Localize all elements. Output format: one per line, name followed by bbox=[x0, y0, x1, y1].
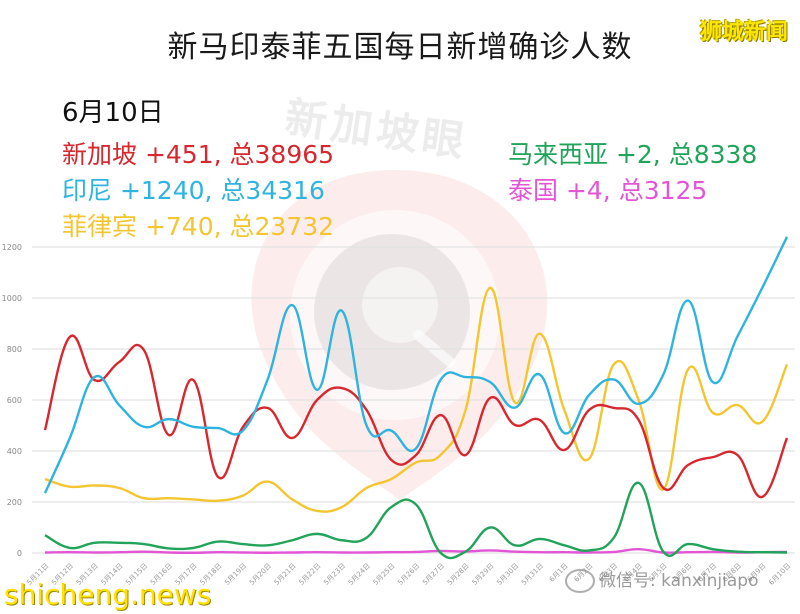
svg-text:800: 800 bbox=[7, 345, 22, 354]
svg-text:5月21日: 5月21日 bbox=[273, 562, 298, 587]
svg-text:5月20日: 5月20日 bbox=[248, 562, 273, 587]
y-axis: 0 200 400 600 800 1000 1200 bbox=[2, 243, 22, 558]
legend-thailand: 泰国 +4, 总3125 bbox=[508, 176, 708, 205]
brand-logo-bottom: shicheng.news bbox=[4, 578, 212, 611]
svg-text:5月31日: 5月31日 bbox=[520, 562, 545, 587]
svg-text:5月27日: 5月27日 bbox=[421, 562, 446, 587]
wechat-id: 微信号: kanxinjiapo bbox=[599, 571, 759, 591]
svg-text:5月29日: 5月29日 bbox=[471, 562, 496, 587]
svg-text:5月25日: 5月25日 bbox=[372, 562, 397, 587]
svg-text:5月22日: 5月22日 bbox=[297, 562, 322, 587]
brand-logo-top: 狮城新闻 bbox=[699, 20, 788, 45]
legend-indonesia: 印尼 +1240, 总34316 bbox=[62, 176, 325, 205]
legend-malaysia: 马来西亚 +2, 总8338 bbox=[508, 140, 758, 169]
svg-text:400: 400 bbox=[7, 447, 22, 456]
series-line-菲律宾 bbox=[44, 286, 789, 513]
series-line-马来西亚 bbox=[44, 481, 788, 560]
report-date: 6月10日 bbox=[62, 98, 164, 128]
series-line-印尼 bbox=[43, 236, 789, 494]
series-line-新加坡 bbox=[43, 334, 789, 499]
chart-title: 新马印泰菲五国每日新增确诊人数 bbox=[167, 30, 633, 65]
svg-text:200: 200 bbox=[7, 498, 22, 507]
wechat-icon bbox=[565, 569, 595, 593]
svg-text:5月28日: 5月28日 bbox=[446, 562, 471, 587]
legend-philippines: 菲律宾 +740, 总23732 bbox=[62, 212, 335, 241]
svg-text:1200: 1200 bbox=[2, 243, 22, 252]
svg-text:0: 0 bbox=[17, 549, 22, 558]
svg-text:5月30日: 5月30日 bbox=[495, 562, 520, 587]
series-lines bbox=[43, 236, 789, 560]
svg-text:1000: 1000 bbox=[2, 294, 22, 303]
svg-text:6月10日: 6月10日 bbox=[767, 562, 792, 587]
legend-singapore: 新加坡 +451, 总38965 bbox=[62, 140, 335, 169]
wechat-watermark: 微信号: kanxinjiapo bbox=[565, 566, 758, 593]
svg-text:600: 600 bbox=[7, 396, 22, 405]
svg-text:5月23日: 5月23日 bbox=[322, 562, 347, 587]
svg-text:5月19日: 5月19日 bbox=[223, 562, 248, 587]
svg-text:5月24日: 5月24日 bbox=[347, 562, 372, 587]
svg-text:5月26日: 5月26日 bbox=[396, 562, 421, 587]
